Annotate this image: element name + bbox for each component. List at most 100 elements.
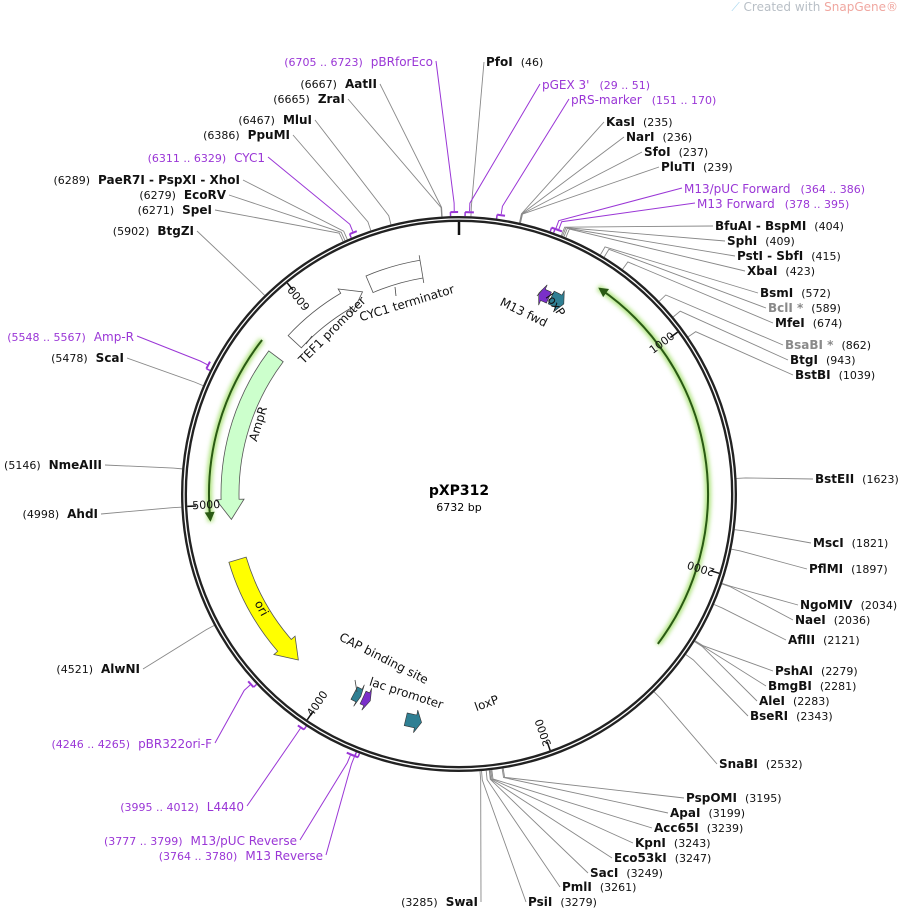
label-leader-line [603, 248, 767, 309]
primer-label[interactable]: pRS-marker (151 .. 170) [571, 93, 716, 107]
orf-arrow-ampr [208, 339, 263, 521]
primer-leader-line [246, 728, 301, 807]
primer-label[interactable]: (6705 .. 6723) pBRforEco [284, 55, 433, 69]
enzyme-site-label[interactable]: XbaI (423) [747, 264, 815, 278]
enzyme-site-label[interactable]: NarI (236) [626, 130, 692, 144]
enzyme-site-label[interactable]: NgoMIV (2034) [800, 598, 897, 612]
enzyme-site-label[interactable]: PfoI (46) [486, 55, 543, 69]
primer-label[interactable]: (4246 .. 4265) pBR322ori-F [52, 737, 213, 751]
primer-label[interactable]: (3764 .. 3780) M13 Reverse [159, 849, 323, 863]
enzyme-site-label[interactable]: (4998) AhdI [23, 507, 98, 521]
enzyme-label-text: NaeI (2036) [795, 613, 870, 627]
enzyme-site-label[interactable]: SphI (409) [727, 234, 795, 248]
enzyme-site-label[interactable]: SnaBI (2532) [719, 757, 802, 771]
enzyme-site-label[interactable]: (5478) ScaI [51, 351, 124, 365]
tick-mark [669, 331, 679, 339]
primer-name: pBR322ori-F [138, 737, 212, 751]
enzyme-site-label[interactable]: BseRI (2343) [750, 709, 833, 723]
primer-label[interactable]: (6311 .. 6329) CYC1 [148, 151, 265, 165]
label-leader-line [673, 310, 789, 361]
primer-label[interactable]: M13/pUC Forward (364 .. 386) [684, 182, 865, 196]
enzyme-site-label[interactable]: BstEII (1623) [815, 472, 899, 486]
primer-label-text: (3764 .. 3780) M13 Reverse [159, 849, 323, 863]
enzyme-site-label[interactable]: BsaBI * (862) [785, 338, 871, 352]
enzyme-site-label[interactable]: BfuAI - BspMI (404) [715, 219, 844, 233]
enzyme-site-label[interactable]: SfoI (237) [644, 145, 708, 159]
enzyme-site-label[interactable]: KasI (235) [606, 115, 673, 129]
label-leader-line [685, 654, 749, 717]
primer-label-text: pGEX 3' (29 .. 51) [542, 78, 650, 92]
enzyme-site-label[interactable]: PluTI (239) [661, 160, 733, 174]
enzyme-label-text: PflMI (1897) [809, 562, 888, 576]
label-leader-line [214, 209, 344, 242]
enzyme-site-label[interactable]: MscI (1821) [813, 536, 888, 550]
enzyme-site-label[interactable]: BclI * (589) [768, 301, 841, 315]
enzyme-site-label[interactable]: NaeI (2036) [795, 613, 870, 627]
primer-label-text: M13 Forward (378 .. 395) [697, 197, 849, 211]
enzyme-site-label[interactable]: BmgBI (2281) [768, 679, 856, 693]
enzyme-site-label[interactable]: BstBI (1039) [795, 368, 875, 382]
enzyme-position: (3199) [708, 807, 745, 820]
enzyme-site-label[interactable]: PflMI (1897) [809, 562, 888, 576]
label-leader-line [228, 194, 346, 241]
enzyme-site-label[interactable]: Acc65I (3239) [654, 821, 743, 835]
primer-leader-line [435, 60, 455, 212]
enzyme-name: BseRI [750, 709, 788, 723]
enzyme-site-label[interactable]: (5146) NmeAIII [4, 458, 102, 472]
enzyme-site-label[interactable]: (5902) BtgZI [113, 224, 194, 238]
enzyme-site-label[interactable]: SacI (3249) [590, 866, 663, 880]
enzyme-site-label[interactable]: BtgI (943) [790, 353, 856, 367]
primer-label[interactable]: pGEX 3' (29 .. 51) [542, 78, 650, 92]
enzyme-site-label[interactable]: (6289) PaeR7I - PspXI - XhoI [53, 173, 240, 187]
primer-label-text: (4246 .. 4265) pBR322ori-F [52, 737, 213, 751]
primer-binding-tick [495, 214, 498, 219]
enzyme-position: (6279) [139, 189, 176, 202]
enzyme-name: ApaI [670, 806, 700, 820]
enzyme-site-label[interactable]: PstI - SbfI (415) [737, 249, 841, 263]
primer-label[interactable]: (3777 .. 3799) M13/pUC Reverse [104, 834, 297, 848]
label-leader-line [694, 640, 767, 687]
enzyme-label-text: PluTI (239) [661, 160, 733, 174]
enzyme-site-label[interactable]: PmlI (3261) [562, 880, 636, 894]
label-leader-line [470, 61, 485, 217]
orf-arrow-right-head [598, 287, 610, 298]
enzyme-site-label[interactable]: Eco53kI (3247) [614, 851, 711, 865]
enzyme-name: PflMI [809, 562, 843, 576]
enzyme-site-label[interactable]: PshAI (2279) [775, 664, 858, 678]
primer-label[interactable]: (3995 .. 4012) L4440 [120, 800, 244, 814]
enzyme-site-label[interactable]: (6279) EcoRV [139, 188, 226, 202]
enzyme-site-label[interactable]: PspOMI (3195) [686, 791, 782, 805]
primer-label-text: M13/pUC Forward (364 .. 386) [684, 182, 865, 196]
enzyme-site-label[interactable]: ApaI (3199) [670, 806, 745, 820]
enzyme-name: BclI * [768, 301, 804, 315]
plasmid-name: pXP312 [429, 483, 489, 499]
enzyme-site-label[interactable]: (6665) ZraI [273, 92, 345, 106]
primer-range: (6311 .. 6329) [148, 152, 227, 165]
enzyme-site-label[interactable]: (4521) AlwNI [56, 662, 140, 676]
primer-leader-line [136, 335, 208, 366]
enzyme-site-label[interactable]: BsmI (572) [760, 286, 831, 300]
primer-label[interactable]: (5548 .. 5567) Amp-R [7, 330, 134, 344]
enzyme-site-label[interactable]: (3285) SwaI [401, 895, 478, 909]
enzyme-position: (1039) [839, 369, 876, 382]
feature-label: ori [252, 598, 272, 618]
loxp-feature-2 [403, 710, 422, 733]
primer-binding-mark [497, 213, 506, 217]
enzyme-site-label[interactable]: KpnI (3243) [635, 836, 710, 850]
enzyme-site-label[interactable]: (6467) MluI [238, 113, 312, 127]
enzyme-position: (2343) [796, 710, 833, 723]
enzyme-name: AatII [345, 77, 377, 91]
enzyme-name: MluI [283, 113, 312, 127]
primer-leader-line [500, 98, 570, 215]
enzyme-site-label[interactable]: (6667) AatII [300, 77, 377, 91]
enzyme-position: (6386) [203, 129, 240, 142]
primer-label-text: (3995 .. 4012) L4440 [120, 800, 244, 814]
enzyme-site-label[interactable]: (6386) PpuMI [203, 128, 290, 142]
enzyme-site-label[interactable]: AflII (2121) [788, 633, 860, 647]
enzyme-site-label[interactable]: MfeI (674) [775, 316, 842, 330]
primer-label[interactable]: M13 Forward (378 .. 395) [697, 197, 849, 211]
enzyme-site-label[interactable]: AleI (2283) [759, 694, 830, 708]
enzyme-site-label[interactable]: (6271) SpeI [138, 203, 212, 217]
enzyme-site-label[interactable]: PsiI (3279) [528, 895, 597, 909]
enzyme-label-text: BfuAI - BspMI (404) [715, 219, 844, 233]
